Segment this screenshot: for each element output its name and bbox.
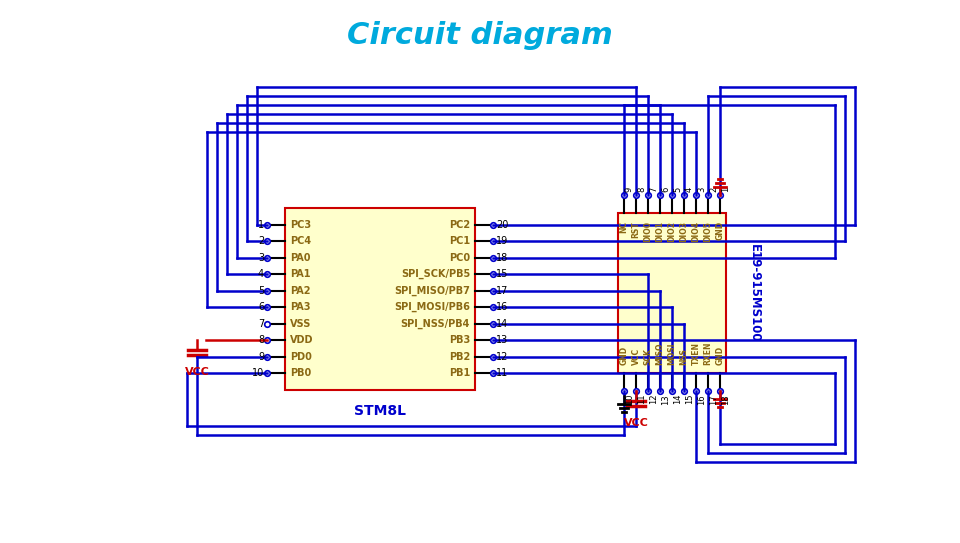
Text: 17: 17: [709, 394, 718, 405]
Text: VDD: VDD: [290, 336, 314, 345]
Text: 10: 10: [252, 369, 264, 378]
Text: VSS: VSS: [290, 319, 311, 329]
Text: PC4: PC4: [290, 236, 311, 246]
Text: SCK: SCK: [643, 348, 653, 365]
Text: Circuit diagram: Circuit diagram: [348, 21, 612, 49]
Text: 12: 12: [496, 352, 509, 362]
Text: 4: 4: [258, 269, 264, 279]
Text: PC0: PC0: [449, 252, 470, 263]
Text: 2: 2: [257, 236, 264, 246]
Text: DIO1: DIO1: [656, 221, 664, 242]
Text: DIO5: DIO5: [704, 221, 712, 242]
Text: 8: 8: [637, 187, 646, 192]
Text: 6: 6: [258, 302, 264, 312]
Text: 16: 16: [496, 302, 508, 312]
Text: 3: 3: [697, 187, 706, 192]
Text: RXEN: RXEN: [704, 342, 712, 365]
Text: 11: 11: [496, 369, 508, 378]
Text: DIO3: DIO3: [680, 221, 688, 242]
Text: NSS: NSS: [680, 348, 688, 365]
Text: PA0: PA0: [290, 252, 310, 263]
Text: VCC: VCC: [632, 348, 640, 365]
Text: 9: 9: [258, 352, 264, 362]
Bar: [618, 213, 726, 373]
Text: 12: 12: [649, 394, 658, 405]
Text: 9: 9: [625, 187, 634, 192]
Text: MISO: MISO: [656, 343, 664, 365]
Text: PA3: PA3: [290, 302, 310, 312]
Text: 20: 20: [496, 219, 509, 230]
Text: DIO0: DIO0: [643, 221, 653, 242]
Text: PA1: PA1: [290, 269, 310, 279]
Text: 16: 16: [697, 394, 706, 405]
Text: NC: NC: [619, 221, 629, 233]
Text: 14: 14: [673, 394, 682, 405]
Text: GND: GND: [619, 346, 629, 365]
Text: DIO2: DIO2: [667, 221, 677, 242]
Text: 7: 7: [257, 319, 264, 329]
Text: PB0: PB0: [290, 369, 311, 378]
Text: PB3: PB3: [448, 336, 470, 345]
Text: PC3: PC3: [290, 219, 311, 230]
Text: PB2: PB2: [448, 352, 470, 362]
Text: 10: 10: [625, 394, 634, 405]
Text: 5: 5: [673, 187, 682, 192]
Text: DIO4: DIO4: [691, 221, 701, 242]
Text: GND: GND: [715, 221, 725, 240]
Text: RST: RST: [632, 221, 640, 238]
Text: 1: 1: [721, 187, 730, 192]
Text: 18: 18: [721, 394, 730, 405]
Text: STM8L: STM8L: [354, 404, 406, 418]
Text: SPI_MOSI/PB6: SPI_MOSI/PB6: [395, 302, 470, 312]
Text: 17: 17: [496, 286, 509, 296]
Text: SPI_NSS/PB4: SPI_NSS/PB4: [400, 319, 470, 329]
Text: E19-915MS100: E19-915MS100: [748, 244, 760, 342]
Text: PB1: PB1: [448, 369, 470, 378]
Text: 8: 8: [258, 336, 264, 345]
Text: PA2: PA2: [290, 286, 310, 296]
Text: PD0: PD0: [290, 352, 312, 362]
Text: SPI_SCK/PB5: SPI_SCK/PB5: [400, 269, 470, 279]
Text: 15: 15: [496, 269, 509, 279]
Text: 14: 14: [496, 319, 508, 329]
Text: 18: 18: [496, 252, 508, 263]
Text: 7: 7: [649, 187, 658, 192]
Text: 5: 5: [257, 286, 264, 296]
Text: SPI_MISO/PB7: SPI_MISO/PB7: [395, 286, 470, 296]
Text: 11: 11: [637, 394, 646, 405]
Text: 19: 19: [496, 236, 508, 246]
Text: VCC: VCC: [624, 418, 648, 428]
Text: 15: 15: [685, 394, 694, 405]
Text: 4: 4: [685, 187, 694, 192]
Text: 13: 13: [496, 336, 508, 345]
Text: PC2: PC2: [449, 219, 470, 230]
Text: PC1: PC1: [449, 236, 470, 246]
Text: 3: 3: [258, 252, 264, 263]
Text: 1: 1: [258, 219, 264, 230]
Bar: [285, 208, 475, 390]
Text: 13: 13: [661, 394, 670, 405]
Text: GND: GND: [715, 346, 725, 365]
Text: MOSI: MOSI: [667, 343, 677, 365]
Text: VCC: VCC: [184, 368, 209, 377]
Text: TXEN: TXEN: [691, 342, 701, 365]
Text: 6: 6: [661, 187, 670, 192]
Text: 2: 2: [709, 187, 718, 192]
